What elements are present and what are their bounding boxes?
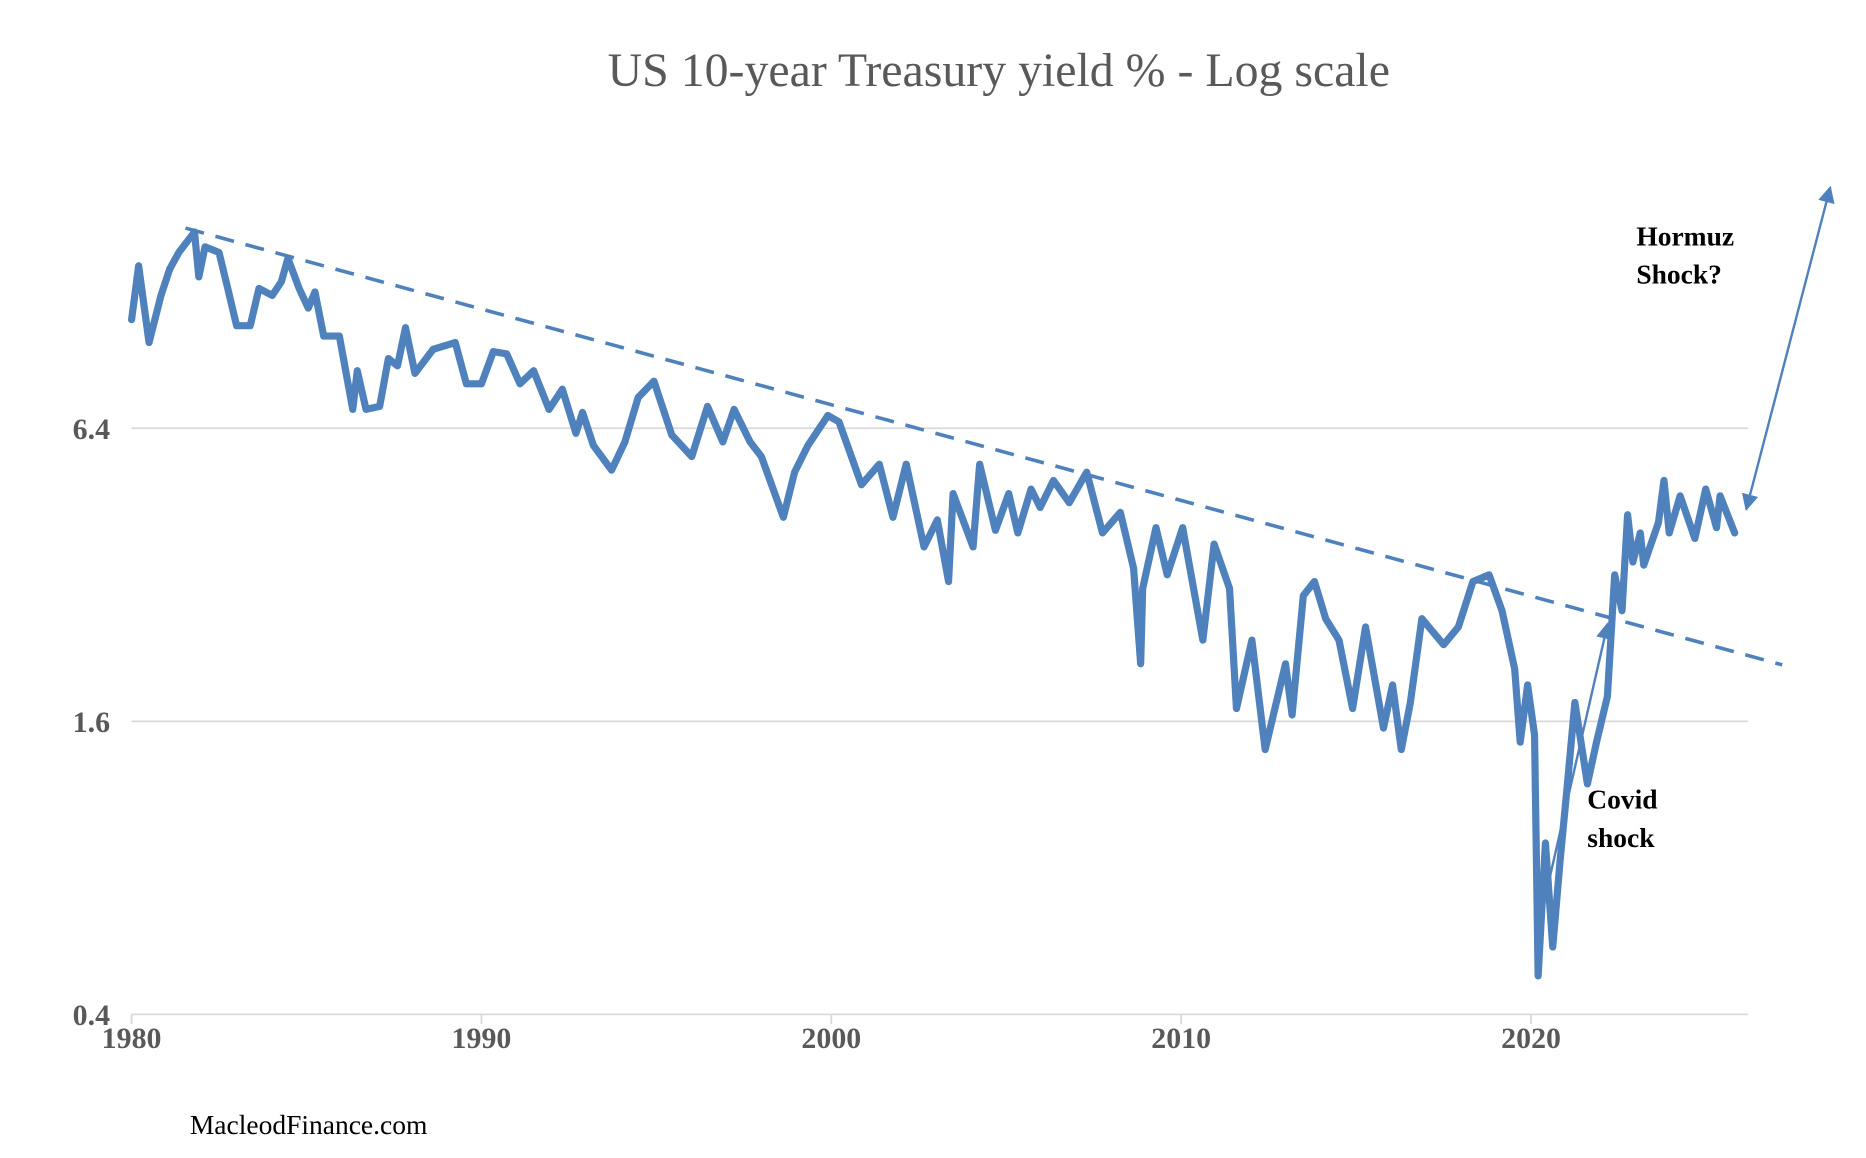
annotation-hormuz-line1: Hormuz bbox=[1636, 220, 1734, 251]
annotation-covid-line1: Covid bbox=[1587, 784, 1657, 815]
series-line-10y-yield bbox=[127, 228, 1739, 980]
x-axis-labels: 1980 1990 2000 2010 2020 bbox=[102, 1022, 1561, 1055]
x-tick-label: 2010 bbox=[1151, 1022, 1211, 1055]
x-tick-label: 1980 bbox=[102, 1022, 162, 1055]
covid-arrow bbox=[1536, 622, 1613, 929]
y-tick-label: 6.4 bbox=[73, 413, 110, 446]
trendline-dashed bbox=[184, 226, 1783, 667]
annotation-hormuz-line2: Shock? bbox=[1636, 259, 1722, 290]
x-tick-label: 1990 bbox=[452, 1022, 512, 1055]
y-axis-labels: 0.4 1.6 6.4 bbox=[73, 413, 110, 1032]
hormuz-arrow bbox=[1741, 185, 1835, 512]
y-tick-label: 1.6 bbox=[73, 706, 110, 739]
chart-title: US 10-year Treasury yield % - Log scale bbox=[608, 44, 1390, 97]
x-tick-label: 2020 bbox=[1501, 1022, 1561, 1055]
annotation-covid-line2: shock bbox=[1587, 822, 1655, 853]
y-tick-label: 0.4 bbox=[73, 999, 110, 1032]
x-tick-label: 2000 bbox=[801, 1022, 861, 1055]
watermark: MacleodFinance.com bbox=[190, 1109, 427, 1140]
gridlines bbox=[130, 427, 1748, 1024]
